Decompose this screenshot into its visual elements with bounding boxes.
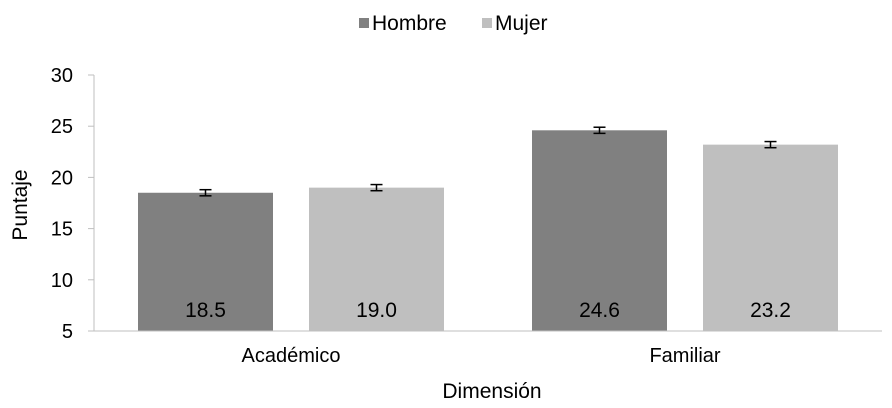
legend: Hombre Mujer — [359, 12, 548, 35]
y-axis: 5 10 15 20 25 30 — [51, 65, 95, 343]
data-label: 18.5 — [185, 299, 226, 322]
y-tick-label: 25 — [51, 116, 73, 138]
y-tick-label: 30 — [51, 65, 73, 87]
bar — [532, 130, 667, 331]
x-axis: Académico Familiar — [94, 330, 882, 367]
x-category-label: Familiar — [649, 345, 720, 367]
legend-label: Mujer — [495, 12, 548, 35]
bar — [138, 192, 273, 331]
data-label: 19.0 — [356, 299, 397, 322]
x-axis-label: Dimensión — [442, 380, 541, 403]
bar — [703, 144, 838, 331]
bars: 18.5 19.0 24.6 23.2 — [138, 126, 838, 331]
x-category-label: Académico — [242, 345, 341, 367]
data-label: 24.6 — [579, 299, 620, 322]
data-label: 23.2 — [750, 299, 791, 322]
legend-label: Hombre — [372, 12, 447, 35]
y-tick-label: 15 — [51, 219, 73, 241]
y-axis-label: Puntaje — [9, 169, 32, 240]
y-tick-label: 20 — [51, 167, 73, 189]
y-tick-label: 10 — [51, 270, 73, 292]
legend-swatch — [359, 18, 369, 28]
bar — [309, 187, 444, 331]
legend-swatch — [482, 18, 492, 28]
y-tick-label: 5 — [62, 321, 73, 343]
